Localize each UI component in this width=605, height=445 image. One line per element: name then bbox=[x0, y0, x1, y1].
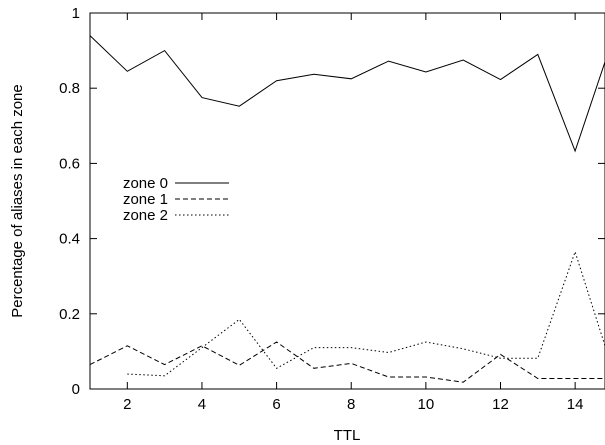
y-tick-label: 0.8 bbox=[59, 80, 80, 97]
x-tick-label: 8 bbox=[347, 396, 355, 413]
y-axis-title: Percentage of aliases in each zone bbox=[9, 84, 26, 318]
x-tick-label: 2 bbox=[123, 396, 131, 413]
x-tick-label: 14 bbox=[567, 396, 584, 413]
y-tick-label: 0 bbox=[72, 381, 80, 398]
axis-ticks: 2 4 6 8 10 12 14 0 0.2 0.4 0.6 0.8 1 bbox=[59, 5, 605, 413]
x-tick-label: 12 bbox=[492, 396, 509, 413]
series-line-zone-1 bbox=[89, 341, 605, 383]
plot-frame bbox=[89, 12, 605, 390]
series-line-zone-2 bbox=[127, 250, 605, 377]
series-layer bbox=[89, 35, 605, 383]
y-tick-label: 0.4 bbox=[59, 231, 80, 248]
series-line-zone-0 bbox=[89, 35, 605, 153]
y-tick-label: 1 bbox=[72, 5, 80, 22]
x-tick-label: 6 bbox=[272, 396, 280, 413]
y-tick-label: 0.6 bbox=[59, 155, 80, 172]
x-tick-label: 10 bbox=[418, 396, 435, 413]
y-tick-label: 0.2 bbox=[59, 306, 80, 323]
legend-label: zone 1 bbox=[123, 191, 168, 208]
x-axis-title: TTL bbox=[334, 427, 361, 444]
x-tick-label: 4 bbox=[198, 396, 206, 413]
legend-label: zone 0 bbox=[123, 175, 168, 192]
legend-label: zone 2 bbox=[123, 207, 168, 224]
